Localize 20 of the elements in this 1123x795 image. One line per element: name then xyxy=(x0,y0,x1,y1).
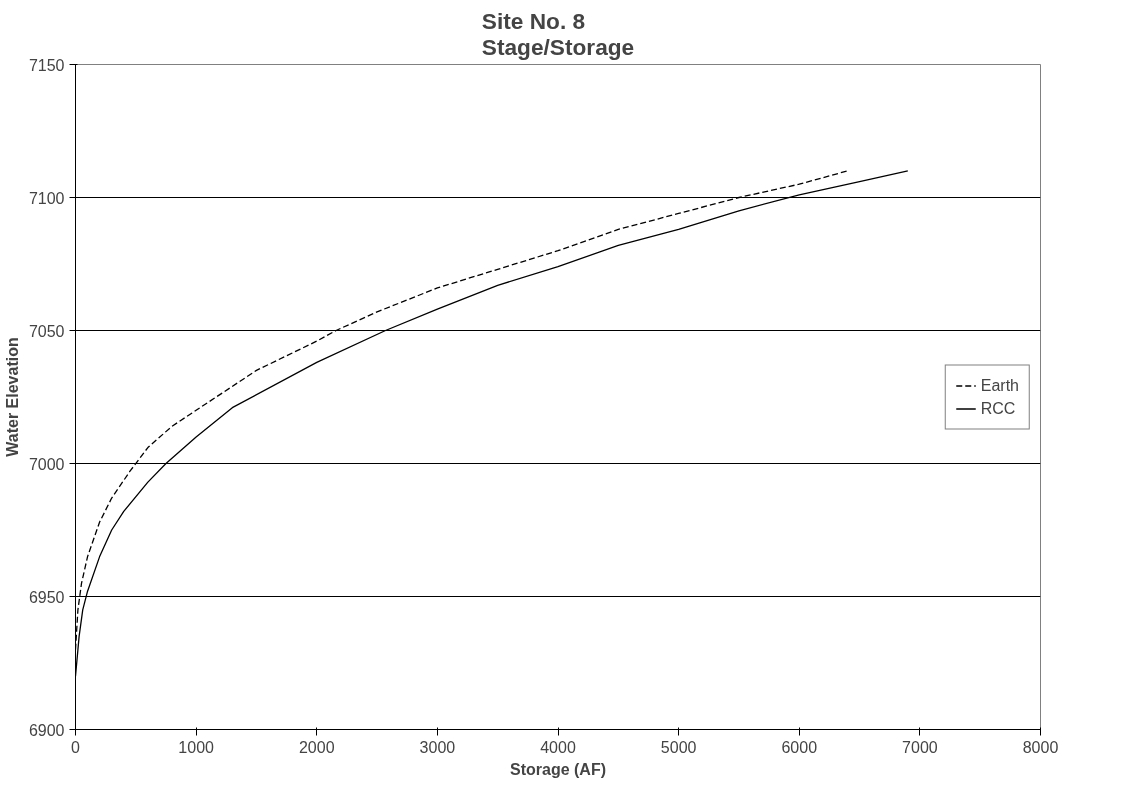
x-tick-label: 7000 xyxy=(902,738,938,756)
chart-title: Site No. 8 Stage/Storage xyxy=(481,7,635,60)
x-tick-label: 8000 xyxy=(1022,738,1059,756)
x-tick-label: 1000 xyxy=(178,738,215,756)
y-tick-label: 6950 xyxy=(28,588,65,606)
y-tick-label: 7100 xyxy=(28,189,65,207)
x-tick-label: 4000 xyxy=(540,738,576,756)
legend-label: Earth xyxy=(980,376,1019,394)
x-tick-label: 6000 xyxy=(781,738,818,756)
y-tick-label: 6900 xyxy=(28,721,65,739)
y-tick-label: 7050 xyxy=(28,322,65,340)
x-tick-label: 3000 xyxy=(419,738,456,756)
y-tick-label: 7150 xyxy=(28,56,65,74)
x-axis-title: Storage (AF) xyxy=(510,760,606,778)
legend-label: RCC xyxy=(980,399,1016,417)
y-axis-title: Water Elevation xyxy=(3,337,21,457)
y-tick-label: 7000 xyxy=(28,455,65,473)
x-tick-label: 5000 xyxy=(660,738,697,756)
x-tick-label: 0 xyxy=(71,738,81,756)
x-tick-label: 2000 xyxy=(298,738,335,756)
